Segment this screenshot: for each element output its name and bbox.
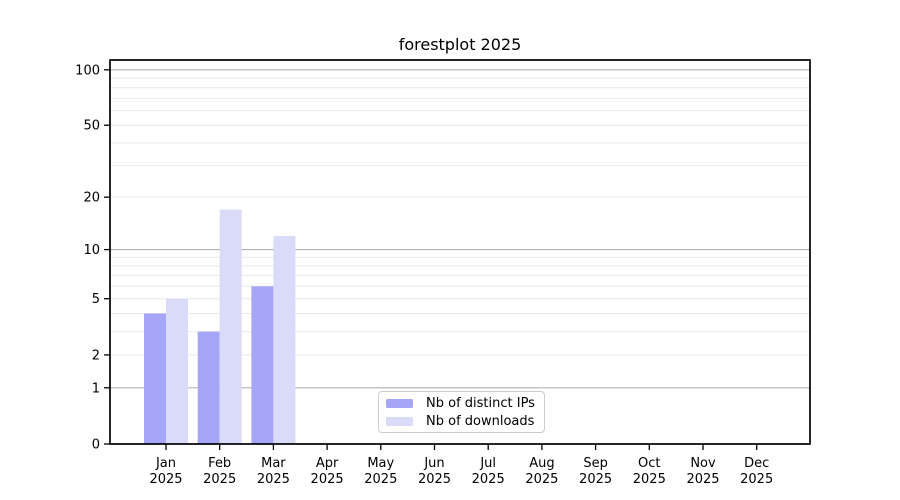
x-tick-label-month: Dec (744, 456, 769, 471)
x-tick-label-year: 2025 (311, 472, 344, 487)
y-tick-label: 5 (92, 292, 100, 307)
bar-ips-feb (197, 331, 220, 444)
x-tick-label-year: 2025 (472, 472, 505, 487)
bar-downloads-jan (166, 298, 188, 444)
y-tick-label: 20 (83, 191, 100, 206)
bar-downloads-feb (219, 209, 242, 444)
x-tick-label-month: Feb (208, 456, 231, 471)
x-tick-label-year: 2025 (686, 472, 719, 487)
x-tick-label-month: Sep (583, 456, 608, 471)
chart-title: forestplot 2025 (398, 35, 522, 54)
bar-downloads-mar (273, 236, 296, 444)
x-tick-label-year: 2025 (418, 472, 451, 487)
x-tick-label-year: 2025 (203, 472, 236, 487)
x-tick-label-year: 2025 (579, 472, 612, 487)
x-tick-label-year: 2025 (257, 472, 290, 487)
x-tick-label-month: May (367, 456, 394, 471)
y-tick-label: 0 (92, 438, 100, 453)
x-tick-label-year: 2025 (740, 472, 773, 487)
bar-ips-jan (144, 313, 166, 444)
legend-label: Nb of downloads (426, 413, 535, 429)
y-tick-label: 100 (75, 63, 100, 78)
x-tick-label-month: Apr (316, 456, 339, 471)
y-tick-label: 2 (92, 348, 100, 363)
y-tick-label: 50 (83, 119, 100, 134)
legend-item-downloads: Nb of downloads (379, 414, 544, 429)
x-tick-label-month: Nov (690, 456, 716, 471)
x-tick-label-year: 2025 (525, 472, 558, 487)
x-tick-label-year: 2025 (633, 472, 666, 487)
x-tick-label-month: Jul (479, 456, 496, 471)
legend-label: Nb of distinct IPs (426, 395, 535, 411)
x-tick-label-year: 2025 (149, 472, 182, 487)
y-tick-label: 10 (83, 243, 100, 258)
x-tick-label-month: Jun (423, 456, 444, 471)
y-tick-label: 1 (92, 381, 100, 396)
legend-swatch-downloads (386, 416, 413, 426)
legend-swatch-distinct-ips (386, 398, 413, 408)
x-tick-label-year: 2025 (364, 472, 397, 487)
legend: Nb of distinct IPs Nb of downloads (378, 391, 545, 433)
x-tick-label-month: Jan (155, 456, 176, 471)
legend-item-distinct-ips: Nb of distinct IPs (379, 396, 544, 411)
x-tick-label-month: Oct (638, 456, 660, 471)
bar-ips-mar (251, 286, 274, 444)
x-tick-label-month: Aug (529, 456, 554, 471)
x-tick-label-month: Mar (261, 456, 286, 471)
plot-border (109, 59, 811, 445)
